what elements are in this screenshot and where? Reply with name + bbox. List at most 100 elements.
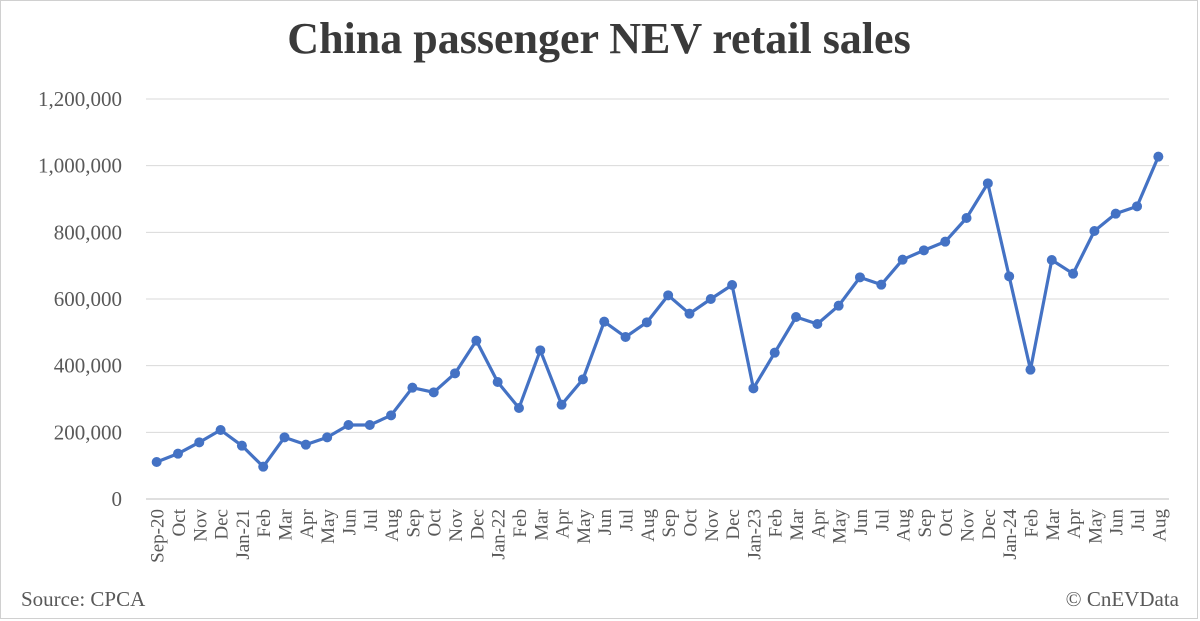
x-tick-label: Dec (467, 509, 488, 540)
data-point (918, 245, 929, 256)
x-tick-label: Feb (254, 509, 275, 538)
data-point (258, 461, 269, 472)
x-tick-label: Nov (446, 509, 467, 542)
data-point (748, 383, 759, 394)
x-tick-label: Jul (617, 509, 638, 531)
x-tick-label: Aug (638, 509, 659, 542)
data-point (1068, 268, 1079, 279)
data-point (1153, 151, 1164, 162)
data-point (940, 236, 951, 247)
data-point (812, 319, 823, 329)
x-tick-label: Jun (851, 509, 872, 536)
data-point (791, 312, 802, 322)
y-tick-label: 600,000 (54, 287, 122, 311)
series-line (156, 156, 1160, 469)
data-point (513, 403, 524, 413)
x-tick-label: Aug (894, 509, 915, 542)
data-point (577, 374, 588, 385)
data-point (599, 316, 610, 327)
data-point (833, 300, 844, 311)
x-tick-label: Dec (723, 509, 744, 540)
x-tick-label: Sep (659, 509, 680, 538)
data-point (727, 280, 738, 290)
x-tick-label: Oct (936, 508, 957, 536)
data-point (1089, 226, 1100, 236)
data-point (386, 410, 397, 421)
data-point (982, 178, 993, 189)
x-tick-label: Feb (766, 509, 787, 538)
data-point (897, 254, 908, 265)
x-tick-label: May (318, 509, 339, 544)
x-tick-label: Oct (680, 508, 701, 536)
x-tick-label: Oct (169, 508, 190, 536)
x-tick-label: Jan-21 (233, 509, 254, 560)
data-point (492, 377, 503, 387)
data-point (215, 425, 226, 435)
copyright-label: © CnEVData (1065, 587, 1179, 611)
data-point (322, 432, 333, 443)
x-tick-label: Jun (1107, 509, 1128, 536)
x-tick-label: Jan-24 (1000, 509, 1021, 560)
x-tick-label: Jul (1128, 509, 1149, 531)
x-tick-label: Dec (212, 509, 233, 540)
y-tick-label: 1,200,000 (38, 87, 122, 111)
x-tick-label: Mar (276, 508, 297, 540)
data-point (1110, 208, 1121, 219)
data-point (1025, 364, 1036, 375)
x-tick-label: Aug (1149, 509, 1170, 542)
data-point (364, 420, 375, 430)
x-tick-label: Jul (361, 509, 382, 531)
chart-title: China passenger NEV retail sales (287, 14, 911, 63)
data-point (1004, 271, 1015, 282)
x-tick-label: Jan-22 (489, 509, 510, 560)
x-tick-label: Jul (872, 509, 893, 531)
x-tick-label: Jan-23 (744, 509, 765, 560)
x-tick-label: Nov (702, 509, 723, 542)
data-point (769, 347, 780, 358)
data-point (1132, 201, 1143, 212)
x-tick-label: Feb (510, 509, 531, 538)
data-point (428, 387, 439, 398)
x-tick-label: Oct (425, 508, 446, 536)
data-point (407, 382, 418, 393)
y-tick-label: 200,000 (54, 420, 122, 444)
x-tick-label: Feb (1021, 509, 1042, 538)
y-tick-label: 0 (112, 487, 123, 511)
data-point (876, 279, 887, 290)
x-tick-label: Jun (339, 509, 360, 536)
data-point (236, 440, 247, 451)
data-point (705, 294, 716, 304)
x-tick-label: Mar (787, 508, 808, 540)
x-tick-label: May (1085, 509, 1106, 544)
y-tick-label: 800,000 (54, 220, 122, 244)
data-point (450, 368, 461, 379)
x-tick-label: Sep (403, 509, 424, 538)
data-point (151, 457, 162, 467)
data-point (172, 448, 183, 459)
x-tick-label: Sep-20 (148, 509, 169, 563)
data-point (279, 432, 290, 443)
x-tick-label: Nov (958, 509, 979, 542)
x-tick-label: Apr (553, 508, 574, 538)
x-tick-label: Apr (297, 508, 318, 538)
data-point (300, 439, 311, 450)
x-tick-label: May (574, 509, 595, 544)
y-tick-label: 1,000,000 (38, 154, 122, 178)
x-tick-label: Mar (531, 508, 552, 540)
x-tick-label: Apr (808, 508, 829, 538)
data-point (854, 272, 865, 283)
x-tick-label: Apr (1064, 508, 1085, 538)
data-point (641, 317, 652, 328)
x-tick-label: Sep (915, 509, 936, 538)
x-tick-label: May (830, 509, 851, 544)
data-point (1046, 255, 1057, 265)
data-point (620, 332, 631, 342)
data-point (663, 290, 674, 301)
data-point (535, 345, 546, 356)
x-tick-label: Dec (979, 509, 1000, 540)
data-point (556, 399, 567, 410)
x-tick-label: Mar (1043, 508, 1064, 540)
data-point (343, 420, 354, 430)
x-tick-label: Aug (382, 509, 403, 542)
